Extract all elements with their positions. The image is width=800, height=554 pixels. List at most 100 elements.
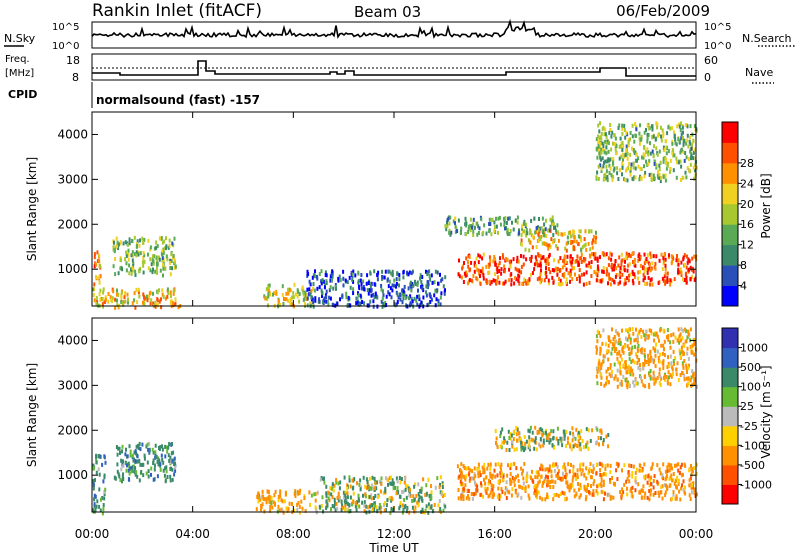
power-cell: [565, 248, 568, 253]
velocity-cell: [600, 430, 603, 435]
velocity-cell: [527, 484, 530, 489]
velocity-cell: [333, 497, 336, 502]
velocity-cell: [544, 497, 547, 502]
power-cell: [134, 269, 137, 274]
velocity-cell: [523, 461, 526, 466]
power-cell: [496, 279, 499, 284]
power-cell: [161, 258, 164, 263]
power-cell: [536, 277, 539, 282]
velocity-cell: [384, 486, 387, 491]
velocity-cell: [656, 479, 659, 484]
velocity-cell: [318, 504, 321, 509]
power-cell: [506, 230, 509, 235]
velocity-cell: [169, 474, 172, 479]
velocity-cell: [335, 480, 338, 485]
nave-tick-top: 60: [704, 54, 718, 67]
power-cell: [663, 274, 666, 279]
power-cell: [325, 289, 328, 294]
velocity-cell: [398, 506, 401, 511]
velocity-cell: [628, 479, 631, 484]
velocity-cell: [673, 361, 675, 366]
power-cell: [649, 268, 652, 273]
velocity-cell: [98, 472, 101, 477]
nsky-frame: [91, 21, 697, 49]
power-cell: [156, 297, 159, 302]
power-cell: [556, 267, 559, 271]
power-cell: [323, 285, 326, 290]
velocity-cell: [370, 496, 373, 501]
power-cell: [490, 218, 493, 222]
power-cell: [125, 250, 128, 255]
power-cell: [609, 123, 612, 127]
power-cell: [513, 281, 516, 286]
power-cell: [580, 260, 583, 264]
power-cell: [401, 288, 404, 293]
velocity-cell: [675, 496, 678, 501]
velocity-cell: [635, 467, 638, 472]
power-cell: [660, 138, 663, 143]
power-cell: [676, 254, 678, 258]
power-cell: [366, 273, 369, 278]
power-cell: [93, 252, 96, 257]
velocity-cell: [391, 497, 394, 502]
power-cell: [419, 276, 422, 281]
velocity-cell: [636, 381, 639, 386]
power-cell: [631, 269, 634, 274]
velocity-cell: [516, 438, 519, 443]
velocity-cell: [672, 332, 675, 337]
power-cell: [629, 170, 632, 175]
power-cell: [573, 230, 576, 235]
velocity-cell: [365, 477, 368, 482]
velocity-cell: [650, 488, 652, 493]
velocity-cell: [538, 430, 541, 435]
velocity-cell: [371, 483, 374, 488]
velocity-cell: [634, 378, 637, 383]
power-cell: [359, 301, 362, 306]
velocity-cell: [508, 436, 511, 440]
velocity-cell: [319, 477, 322, 482]
velocity-cell: [338, 486, 341, 491]
power-cell: [614, 274, 617, 279]
power-cell: [686, 166, 689, 170]
power-cell: [169, 294, 172, 299]
power-cell: [524, 247, 527, 252]
velocity-cell: [121, 444, 124, 449]
velocity-cell: [655, 342, 657, 347]
velocity-cell: [610, 351, 613, 356]
velocity-cell: [325, 491, 328, 496]
velocity-cell: [658, 338, 660, 343]
power-cell: [690, 267, 693, 272]
power-cell: [678, 124, 681, 129]
power-cell: [556, 272, 559, 277]
velocity-cell: [340, 507, 343, 512]
power-cell: [117, 271, 120, 276]
velocity-cell: [269, 504, 272, 509]
power-cell: [596, 155, 599, 160]
power-cell: [476, 277, 479, 282]
power-cell: [607, 281, 609, 286]
power-cell: [316, 286, 319, 291]
velocity-cell: [359, 487, 362, 492]
velocity-cell: [623, 463, 626, 468]
power-cell: [594, 256, 597, 261]
power-cell: [555, 228, 557, 233]
velocity-cell: [561, 443, 564, 448]
power-cell: [680, 132, 683, 137]
power-cell: [639, 174, 642, 179]
power-cell: [492, 259, 495, 264]
velocity-cell: [376, 480, 378, 485]
velocity-cell: [639, 489, 642, 494]
power-cell: [668, 253, 670, 258]
power-cell: [434, 303, 437, 308]
power-cell: [162, 266, 165, 271]
velocity-cell: [587, 490, 590, 494]
velocity-cell: [596, 484, 599, 489]
power-cell: [362, 279, 365, 284]
power-cell: [306, 296, 309, 301]
power-cell: [479, 269, 482, 274]
power-cell: [417, 288, 419, 293]
power-cell: [142, 250, 145, 255]
velocity-cell: [288, 501, 291, 506]
velocity-cell: [293, 508, 295, 513]
power-cell: [622, 157, 624, 162]
